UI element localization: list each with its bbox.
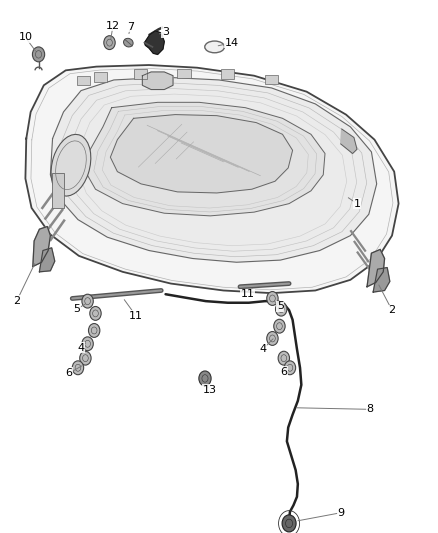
Circle shape [32, 47, 45, 62]
Text: 3: 3 [162, 27, 169, 37]
FancyBboxPatch shape [52, 173, 64, 208]
Polygon shape [142, 72, 173, 90]
Circle shape [282, 515, 296, 532]
Text: 7: 7 [127, 22, 134, 31]
FancyBboxPatch shape [221, 69, 234, 79]
Text: 11: 11 [129, 311, 143, 320]
FancyBboxPatch shape [177, 69, 191, 78]
Text: 9: 9 [337, 508, 344, 518]
Text: 14: 14 [225, 38, 239, 47]
Polygon shape [145, 31, 164, 54]
Text: 6: 6 [66, 368, 73, 378]
Circle shape [104, 36, 115, 50]
Polygon shape [33, 227, 50, 266]
Circle shape [80, 351, 91, 365]
Circle shape [284, 361, 296, 375]
Circle shape [199, 371, 211, 386]
Circle shape [267, 292, 278, 305]
FancyBboxPatch shape [265, 75, 278, 84]
Text: 13: 13 [202, 385, 216, 395]
Text: 4: 4 [259, 344, 266, 354]
Text: 8: 8 [367, 405, 374, 414]
Circle shape [276, 302, 287, 316]
Circle shape [82, 294, 93, 308]
Ellipse shape [124, 38, 133, 47]
Circle shape [90, 306, 101, 320]
Text: 5: 5 [277, 302, 284, 311]
Polygon shape [367, 249, 385, 287]
Text: 11: 11 [240, 289, 254, 299]
Text: 2: 2 [13, 296, 20, 306]
Polygon shape [341, 129, 357, 154]
Circle shape [267, 332, 278, 345]
Text: 2: 2 [389, 305, 396, 315]
Circle shape [72, 361, 84, 375]
Circle shape [88, 324, 100, 337]
Text: 4: 4 [78, 343, 85, 352]
Polygon shape [110, 115, 293, 193]
Text: 12: 12 [106, 21, 120, 30]
Text: 1: 1 [353, 199, 360, 208]
Circle shape [82, 337, 93, 351]
Polygon shape [373, 268, 390, 292]
Text: 10: 10 [18, 33, 32, 42]
Polygon shape [85, 102, 325, 216]
Text: 5: 5 [73, 304, 80, 314]
FancyBboxPatch shape [94, 72, 107, 82]
Polygon shape [25, 65, 399, 293]
FancyBboxPatch shape [77, 76, 90, 85]
Circle shape [278, 351, 290, 365]
Text: 6: 6 [280, 367, 287, 376]
FancyBboxPatch shape [134, 69, 147, 79]
Ellipse shape [51, 134, 91, 196]
Ellipse shape [205, 41, 224, 53]
Circle shape [274, 319, 285, 333]
Polygon shape [39, 248, 55, 272]
Polygon shape [50, 77, 377, 262]
